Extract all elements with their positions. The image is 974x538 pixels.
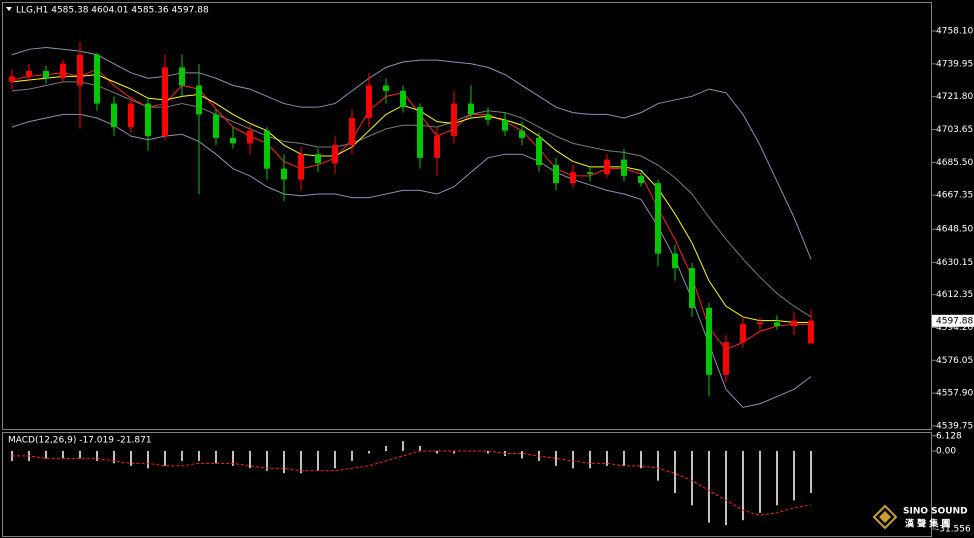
candle-body (94, 54, 100, 104)
candle-body (213, 114, 219, 138)
candle-body (638, 175, 644, 184)
y-tick-label: 4539.75 (936, 421, 973, 431)
candle-body (77, 54, 83, 86)
candle-body (672, 253, 678, 269)
candle-body (536, 137, 542, 166)
signal-line (12, 450, 812, 516)
y-tick-label: 4721.80 (936, 92, 973, 102)
candle-body (774, 322, 780, 327)
macd-title: MACD(12,26,9) -17.019 -21.871 (8, 436, 152, 446)
candle-body (230, 137, 236, 144)
candle-body (383, 85, 389, 91)
candle-body (451, 103, 457, 137)
candle-body (587, 172, 593, 175)
candle-body (519, 130, 525, 138)
logo (872, 504, 898, 530)
last-price-label: 4597.88 (936, 316, 973, 326)
candle-body (60, 63, 66, 79)
watermark: SINO SOUND 漢 聲 集 團 (872, 504, 968, 530)
macd-panel-frame (2, 432, 932, 537)
candle-body (740, 324, 746, 343)
candle-body (400, 90, 406, 108)
indicator-line (11, 74, 811, 323)
candle-body (417, 107, 423, 158)
last-price-box (932, 314, 974, 327)
candle-body (791, 320, 797, 327)
y-tick-label: 4703.65 (936, 125, 973, 135)
y-tick-label: 4630.15 (936, 258, 973, 268)
logo-core (879, 511, 891, 523)
candle-body (485, 114, 491, 120)
main-panel-frame (2, 2, 932, 430)
candle-body (281, 168, 287, 180)
candle-body (553, 165, 559, 184)
candle-body (128, 103, 134, 128)
header-arrow (6, 7, 12, 11)
candle-body (332, 145, 338, 164)
watermark-brand: SINO SOUND (903, 507, 968, 517)
candle-body (706, 307, 712, 375)
candle-body (179, 67, 185, 86)
candle-body (26, 71, 32, 77)
y-tick-label: 4557.90 (936, 389, 973, 399)
chart-title: LLG,H1 4585.38 4604.01 4585.36 4597.88 (16, 6, 209, 16)
candle-body (434, 136, 440, 158)
candle-body (298, 154, 304, 180)
candle-body (808, 320, 814, 344)
candle-body (111, 103, 117, 128)
candle-body (196, 85, 202, 115)
candle-body (366, 85, 372, 119)
y-tick-label: -31.556 (936, 524, 971, 534)
candle-body (349, 118, 355, 146)
y-tick-label: 4612.35 (936, 290, 973, 300)
indicator-line (11, 46, 812, 260)
y-tick-label: 4667.35 (936, 191, 973, 201)
y-tick-label: 4594.20 (936, 323, 973, 333)
candle-body (145, 103, 151, 137)
candle-body (655, 183, 661, 254)
y-tick-label: 6.128 (936, 431, 962, 441)
y-tick-label: 4576.05 (936, 356, 973, 366)
candle-body (502, 119, 508, 131)
candle-body (162, 67, 168, 137)
candle-body (9, 76, 15, 82)
candle-body (604, 159, 610, 175)
candle-body (247, 130, 253, 144)
candle-body (468, 103, 474, 115)
candle-body (43, 71, 49, 79)
y-tick-label: 4685.50 (936, 158, 973, 168)
y-tick-label: 0.00 (936, 446, 956, 456)
candle-body (621, 159, 627, 176)
candle-body (723, 342, 729, 375)
y-tick-label: 4739.95 (936, 59, 973, 69)
candle-body (315, 154, 321, 164)
candle-body (264, 130, 270, 169)
y-tick-label: 4758.10 (936, 27, 973, 37)
candle-body (689, 268, 695, 308)
candle-body (757, 322, 763, 325)
candle-body (570, 172, 576, 184)
y-tick-label: 4648.50 (936, 225, 973, 235)
watermark-subtitle: 漢 聲 集 團 (905, 518, 950, 530)
